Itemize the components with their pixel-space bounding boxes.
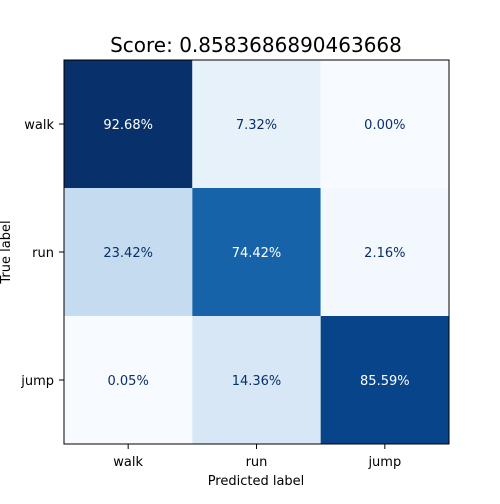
heatmap-cell-walk-jump — [320, 60, 449, 188]
cell-value-label-jump-walk: 0.05% — [108, 374, 149, 389]
heatmap-cell-jump-run — [192, 316, 321, 444]
chart-title: Score: 0.8583686890463668 — [110, 33, 402, 57]
cell-value-label-walk-run: 7.32% — [236, 118, 277, 133]
cell-value-label-jump-jump: 85.59% — [360, 374, 410, 389]
y-tick-label-run: run — [32, 246, 54, 261]
x-axis-label: Predicted label — [208, 474, 305, 489]
heatmap-cells — [64, 60, 449, 444]
heatmap-cell-jump-walk — [64, 316, 193, 444]
heatmap-cell-run-run — [192, 188, 321, 316]
y-axis: walk run jump — [20, 118, 64, 389]
cell-value-label-run-jump: 2.16% — [364, 246, 405, 261]
x-tick-label-jump: jump — [367, 455, 401, 470]
x-axis: walk run jump — [113, 444, 401, 470]
y-tick-label-jump: jump — [20, 374, 54, 389]
heatmap-cell-run-walk — [64, 188, 193, 316]
heatmap-cell-walk-walk — [64, 60, 193, 188]
cell-value-label-run-walk: 23.42% — [103, 246, 153, 261]
heatmap-cell-run-jump — [320, 188, 449, 316]
cell-value-label-run-run: 74.42% — [232, 246, 282, 261]
cell-value-label-jump-run: 14.36% — [232, 374, 282, 389]
x-tick-label-run: run — [246, 455, 268, 470]
cell-value-label-walk-walk: 92.68% — [103, 118, 153, 133]
y-tick-label-walk: walk — [24, 118, 54, 133]
cell-value-label-walk-jump: 0.00% — [364, 118, 405, 133]
x-tick-label-walk: walk — [113, 455, 143, 470]
cell-labels: 92.68% 7.32% 0.00% 23.42% 74.42% 2.16% 0.05% 14… — [103, 118, 409, 389]
heatmap-cell-jump-jump — [320, 316, 449, 444]
y-axis-label: True label — [0, 220, 14, 284]
heatmap-cell-walk-run — [192, 60, 321, 188]
